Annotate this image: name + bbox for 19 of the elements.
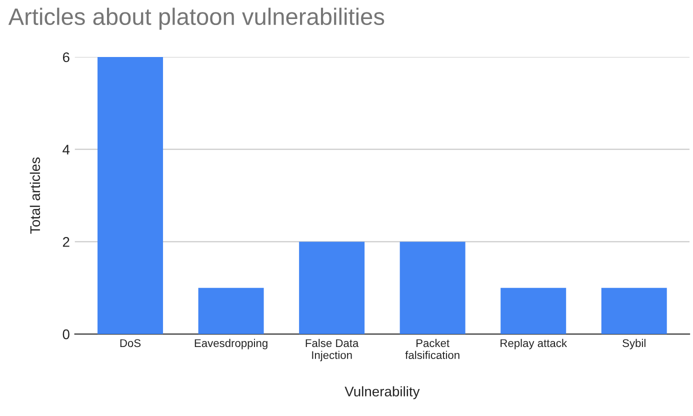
y-tick-label: 2 bbox=[62, 237, 70, 247]
x-tick-label: Replay attack bbox=[500, 338, 568, 350]
x-tick-label: False Data Injection bbox=[306, 338, 359, 362]
x-tick-label: DoS bbox=[120, 339, 141, 348]
bar bbox=[299, 242, 365, 334]
y-tick-label: 0 bbox=[62, 329, 70, 340]
chart-title: Articles about platoon vulnerabilities bbox=[8, 8, 384, 30]
bar bbox=[500, 288, 566, 334]
x-axis-title: Vulnerability bbox=[344, 386, 420, 400]
y-tick-label: 6 bbox=[62, 52, 70, 62]
x-tick-label: Eavesdropping bbox=[194, 338, 268, 350]
bar bbox=[98, 56, 164, 334]
y-tick-label: 4 bbox=[62, 144, 70, 154]
bar bbox=[198, 288, 264, 334]
y-axis-title: Total articles bbox=[30, 157, 40, 234]
bar bbox=[601, 288, 667, 334]
x-tick-label: Packet falsification bbox=[405, 338, 460, 360]
bar bbox=[400, 242, 466, 334]
x-tick-label: Sybil bbox=[622, 338, 646, 350]
